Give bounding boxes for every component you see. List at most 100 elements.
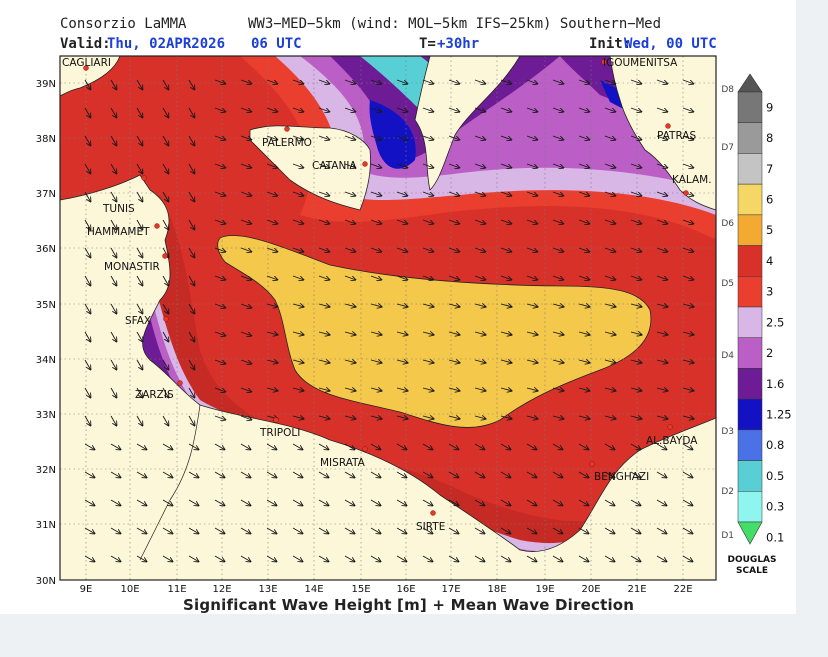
wave-direction-arrow [552, 471, 563, 478]
wave-direction-arrow [84, 331, 91, 342]
wave-direction-arrow [370, 163, 381, 168]
wave-direction-arrow [214, 359, 225, 364]
wave-direction-arrow [136, 415, 143, 426]
wave-direction-arrow [578, 247, 589, 252]
legend-value-label: 0.3 [766, 500, 784, 514]
wave-direction-arrow [474, 360, 486, 363]
wave-direction-arrow [136, 135, 143, 146]
wave-direction-arrow [474, 388, 486, 391]
lat-tick-label: 32N [36, 465, 56, 476]
init-label: Init: [589, 36, 632, 52]
wave-direction-arrow [266, 191, 277, 196]
wave-direction-arrow [422, 191, 433, 196]
wave-direction-arrow [188, 79, 195, 90]
wave-direction-arrow [162, 191, 169, 202]
wave-direction-arrow [604, 79, 615, 84]
city-label: KALAM. [672, 174, 712, 186]
lon-tick-label: 22E [673, 584, 692, 595]
wave-direction-arrow [448, 219, 459, 224]
wave-direction-arrow [240, 219, 251, 224]
wave-direction-arrow [240, 303, 251, 308]
wave-direction-arrow [344, 388, 356, 391]
wave-direction-arrow [344, 247, 355, 252]
wave-direction-arrow [188, 135, 195, 146]
wave-direction-arrow [682, 416, 694, 419]
wave-direction-arrow [526, 135, 537, 140]
wave-direction-arrow [474, 107, 485, 112]
wave-direction-arrow [630, 191, 641, 196]
wave-direction-arrow [682, 360, 694, 363]
wave-direction-arrow [422, 443, 433, 450]
wave-direction-arrow [162, 555, 173, 562]
wave-direction-arrow [110, 555, 121, 562]
wave-direction-arrow [656, 471, 667, 478]
wave-direction-arrow [136, 359, 143, 370]
wave-direction-arrow [188, 191, 195, 202]
wave-direction-arrow [240, 415, 251, 420]
wave-direction-arrow [318, 304, 330, 307]
wave-direction-arrow [682, 388, 694, 391]
wave-direction-arrow [474, 191, 485, 196]
wave-direction-arrow [84, 247, 91, 258]
wave-direction-arrow [344, 107, 355, 112]
wave-direction-arrow [240, 471, 251, 478]
wave-direction-arrow [656, 304, 668, 307]
wave-direction-arrow [214, 107, 225, 112]
wave-direction-arrow [318, 275, 329, 280]
lon-tick-label: 12E [212, 584, 231, 595]
city-label: MISRATA [320, 457, 366, 469]
wave-direction-arrow [656, 191, 667, 196]
wave-direction-arrow [422, 499, 433, 506]
wave-direction-arrow [630, 443, 641, 450]
wave-direction-arrow [448, 275, 459, 280]
wave-direction-arrow [344, 332, 356, 335]
wave-height-map: 39N 38N 37N 36N 35N 34N 33N 32N 31N 30N 9E 10E 11E 1… [36, 55, 792, 595]
wave-direction-arrow [526, 471, 537, 478]
wave-direction-arrow [370, 471, 381, 478]
wave-direction-arrow [240, 163, 251, 168]
lat-tick-label: 35N [36, 300, 56, 311]
wave-direction-arrow [552, 219, 563, 224]
wave-direction-arrow [162, 219, 169, 230]
wave-direction-arrow [84, 387, 91, 398]
wave-direction-arrow [552, 304, 564, 307]
wave-direction-arrow [214, 79, 225, 84]
wave-direction-arrow [136, 527, 147, 534]
wave-direction-arrow [110, 163, 117, 174]
wave-direction-arrow [370, 388, 382, 391]
wave-direction-arrow [162, 471, 173, 478]
wave-direction-arrow [500, 107, 511, 112]
wave-direction-arrow [84, 219, 91, 230]
wave-direction-arrow [578, 555, 589, 562]
wave-direction-arrow [630, 527, 641, 534]
wave-direction-arrow [110, 471, 121, 478]
city-marker [683, 190, 689, 196]
wave-direction-arrow [604, 471, 615, 478]
wave-direction-arrow [318, 416, 330, 419]
wave-direction-arrow [500, 471, 511, 478]
wave-direction-arrow [526, 360, 538, 363]
wave-direction-arrow [162, 135, 169, 146]
city-label: HAMMAMET [87, 226, 150, 238]
wave-direction-arrow [396, 360, 408, 363]
wave-direction-arrow [214, 443, 225, 450]
wave-direction-arrow [266, 247, 277, 252]
wave-direction-arrow [604, 499, 615, 506]
wave-direction-arrow [500, 135, 511, 140]
legend-swatch [737, 153, 763, 185]
wave-direction-arrow [370, 499, 381, 506]
wave-direction-arrow [552, 191, 563, 196]
wave-direction-arrow [110, 247, 117, 258]
wave-direction-arrow [110, 79, 117, 90]
lat-tick-label: 37N [36, 189, 56, 200]
lat-tick-label: 39N [36, 79, 56, 90]
wave-direction-arrow [682, 555, 693, 562]
lon-tick-label: 17E [441, 584, 460, 595]
wave-direction-arrow [214, 135, 225, 140]
wave-direction-arrow [448, 247, 459, 252]
wave-direction-arrow [448, 499, 459, 506]
city-label: PALERMO [262, 137, 312, 149]
wave-direction-arrow [630, 416, 642, 419]
wave-direction-arrow [578, 79, 589, 84]
wave-direction-arrow [552, 416, 564, 419]
